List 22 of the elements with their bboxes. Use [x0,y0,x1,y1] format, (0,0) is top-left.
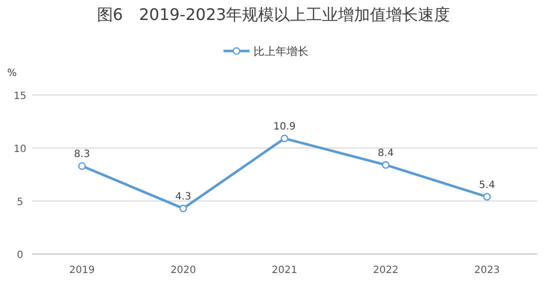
x-tick-label: 2023 [474,265,500,276]
y-tick-label: 10 [14,144,26,155]
data-label: 5.4 [479,180,495,191]
data-label: 8.3 [74,149,90,160]
x-tick-label: 2020 [170,265,196,276]
y-axis-title: % [7,68,17,79]
point [280,134,288,142]
y-tick-label: 5 [16,197,24,208]
data-label: 8.4 [378,148,394,159]
point [179,204,188,212]
y-tick-label: 0 [16,250,24,261]
legend-label: 比上年增长 [254,45,308,58]
y-tick-label: 15 [14,91,26,102]
data-label: 4.3 [175,191,192,202]
data-label: 10.9 [273,121,296,132]
point [382,161,390,169]
point [78,162,86,170]
point [483,192,491,201]
x-tick-label: 2019 [69,265,95,276]
chart-title: 图6 2019-2023年规模以上工业增加值增长速度 [96,5,450,24]
x-tick-label: 2022 [373,265,398,276]
x-tick-label: 2021 [272,265,298,276]
